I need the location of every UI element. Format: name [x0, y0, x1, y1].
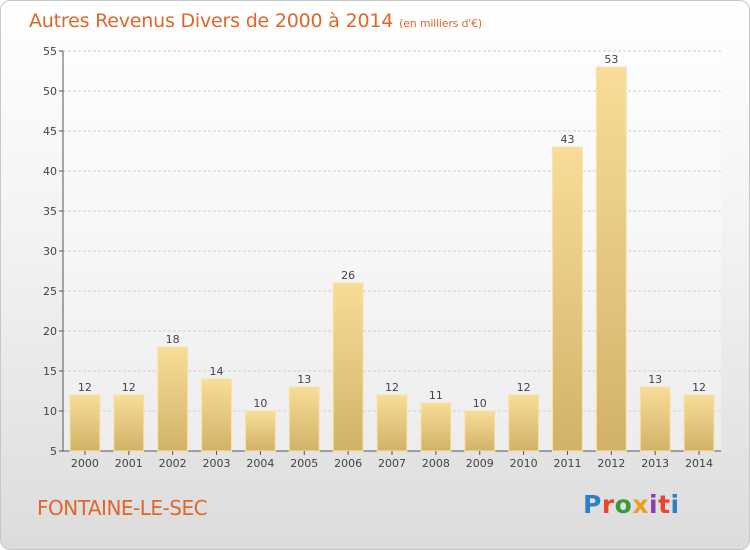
bar-2007 [376, 394, 408, 452]
logo-letter: r [601, 490, 615, 519]
value-label: 26 [341, 269, 355, 282]
bar-2002 [157, 346, 189, 452]
y-tick-label: 30 [43, 245, 57, 258]
x-tick-label: 2005 [290, 457, 318, 470]
chart-unit: (en milliers d'€) [399, 17, 483, 30]
value-label: 12 [385, 381, 399, 394]
y-tick-label: 45 [43, 125, 57, 138]
bar-2011 [552, 146, 583, 452]
y-tick-label: 55 [43, 45, 57, 58]
x-tick-label: 2003 [203, 457, 231, 470]
value-label: 12 [78, 381, 92, 394]
bar-2009 [464, 410, 496, 452]
chart-title-text: Autres Revenus Divers de 2000 à 2014 [29, 10, 394, 32]
bar-2001 [113, 394, 145, 452]
x-tick-label: 2001 [115, 457, 143, 470]
y-tick-label: 15 [43, 365, 57, 378]
x-tick-label: 2002 [159, 457, 187, 470]
bar-2000 [69, 394, 101, 452]
bar-2012 [595, 66, 627, 452]
x-tick-label: 2009 [466, 457, 494, 470]
value-label: 12 [692, 381, 706, 394]
y-tick-label: 20 [43, 325, 57, 338]
value-label: 14 [210, 365, 224, 378]
bar-2014 [683, 394, 715, 452]
value-label: 43 [560, 133, 574, 146]
logo-letter: i [649, 490, 659, 519]
x-tick-label: 2000 [71, 457, 99, 470]
logo-letter: P [583, 490, 602, 519]
x-tick-label: 2006 [334, 457, 362, 470]
y-tick-label: 5 [50, 445, 57, 458]
commune-name: FONTAINE-LE-SEC [37, 496, 208, 520]
value-label: 11 [429, 389, 443, 402]
bar-2003 [201, 378, 232, 452]
x-tick-label: 2008 [422, 457, 450, 470]
x-tick-label: 2012 [597, 457, 625, 470]
y-tick-label: 10 [43, 405, 57, 418]
bar-2013 [639, 386, 671, 452]
x-tick-label: 2010 [510, 457, 538, 470]
value-label: 12 [122, 381, 136, 394]
logo-letter: o [614, 490, 633, 519]
bar-2005 [288, 386, 320, 452]
y-tick-label: 25 [43, 285, 57, 298]
value-label: 18 [166, 333, 180, 346]
logo-letter: i [670, 490, 680, 519]
bar-2004 [244, 410, 276, 452]
bar-2010 [508, 394, 540, 452]
x-tick-label: 2011 [553, 457, 581, 470]
chart-title: Autres Revenus Divers de 2000 à 2014 (en … [29, 10, 482, 32]
logo-letter: x [632, 490, 649, 519]
y-tick-label: 50 [43, 85, 57, 98]
value-label: 13 [297, 373, 311, 386]
x-tick-label: 2013 [641, 457, 669, 470]
x-tick-label: 2014 [685, 457, 713, 470]
value-label: 12 [517, 381, 531, 394]
logo-letter: t [658, 490, 671, 519]
bar-2006 [332, 282, 364, 452]
value-label: 10 [253, 397, 267, 410]
y-tick-label: 40 [43, 165, 57, 178]
value-label: 53 [604, 53, 618, 66]
x-tick-label: 2004 [246, 457, 274, 470]
x-tick-label: 2007 [378, 457, 406, 470]
value-label: 13 [648, 373, 662, 386]
y-tick-label: 35 [43, 205, 57, 218]
bar-2008 [420, 402, 452, 452]
value-label: 10 [473, 397, 487, 410]
proxiti-logo: Proxiti [583, 490, 680, 519]
